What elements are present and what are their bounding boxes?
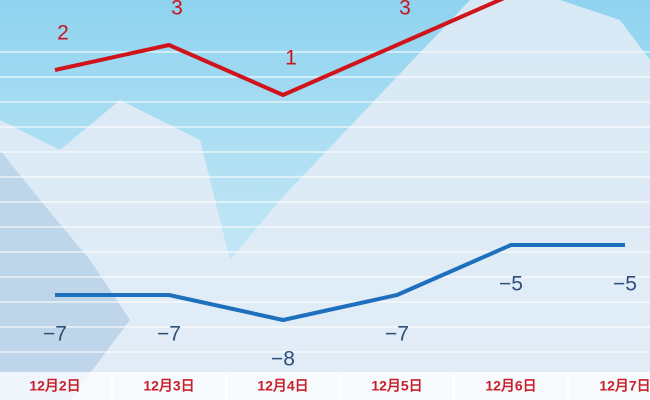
data-label: 3 — [399, 0, 411, 20]
series-line — [54, 0, 505, 97]
stripes — [0, 51, 650, 353]
data-label: −7 — [385, 323, 409, 346]
ice — [0, 150, 130, 400]
x-tick-label: 12月3日 — [143, 378, 194, 394]
x-tick-label: 12月4日 — [257, 378, 308, 394]
data-label: 3 — [171, 0, 183, 20]
data-label: 1 — [285, 47, 297, 70]
x-tick-label: 12月5日 — [371, 378, 422, 394]
data-label: −5 — [499, 273, 523, 296]
data-label: −7 — [157, 323, 181, 346]
data-label: 2 — [57, 22, 69, 45]
axis-band — [0, 372, 650, 400]
data-label: −5 — [613, 273, 637, 296]
series-line — [55, 243, 625, 322]
data-label: −8 — [271, 348, 295, 371]
x-tick-label: 12月7日 — [599, 378, 650, 394]
data-label: −7 — [43, 323, 67, 346]
x-tick-label: 12月2日 — [29, 378, 80, 394]
x-tick-label: 12月6日 — [485, 378, 536, 394]
